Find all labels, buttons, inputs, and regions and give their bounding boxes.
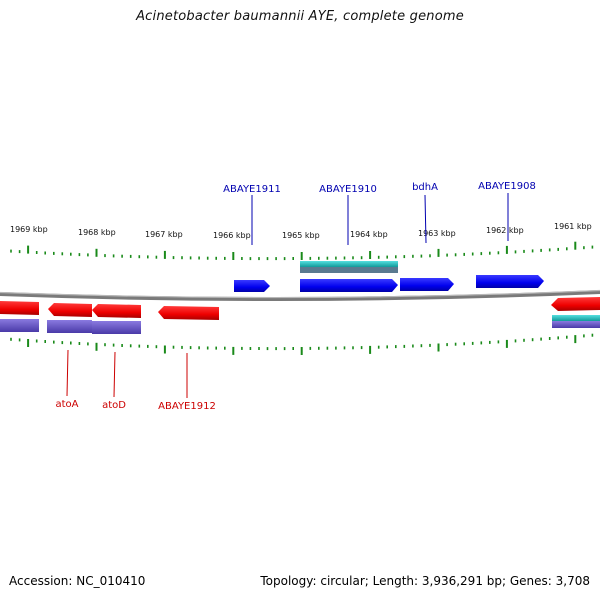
gene-abaye1910-arrow[interactable] — [300, 279, 398, 292]
gene-abaye1911-arrow[interactable] — [234, 280, 270, 292]
gene-label-abaye1911[interactable]: ABAYE1911 — [223, 184, 281, 195]
tick-label-1966: 1966 kbp — [213, 231, 251, 240]
gene-right-edge-arrow[interactable] — [551, 297, 600, 311]
gene-label-bdha[interactable]: bdhA — [412, 182, 438, 193]
tick-label-1967: 1967 kbp — [145, 230, 183, 239]
gene-label-abaye1910[interactable]: ABAYE1910 — [319, 184, 377, 195]
gene-atoa-arrow[interactable] — [48, 303, 92, 317]
gene-atod-arrow[interactable] — [92, 304, 141, 318]
gene-label-abaye1912[interactable]: ABAYE1912 — [158, 401, 216, 412]
leader-bdha — [424, 194, 427, 244]
tick-label-1964: 1964 kbp — [350, 230, 388, 239]
genome-backbone — [0, 290, 600, 302]
map-title: Acinetobacter baumannii AYE, complete ge… — [136, 9, 464, 24]
purple-feature-1 — [0, 319, 39, 332]
gene-left-edge-arrow[interactable] — [0, 301, 39, 315]
upper-scale-ruler — [10, 241, 594, 261]
gene-label-abaye1908[interactable]: ABAYE1908 — [478, 181, 536, 192]
leader-atod — [113, 351, 116, 398]
purple-feature-3 — [92, 321, 141, 334]
leader-atoa — [66, 349, 69, 397]
genome-summary-text: Topology: circular; Length: 3,936,291 bp… — [260, 574, 590, 588]
cyan-feature — [300, 261, 398, 267]
lower-scale-ruler — [10, 333, 594, 355]
gene-abaye1908-arrow[interactable] — [476, 275, 544, 288]
tick-label-1965: 1965 kbp — [282, 231, 320, 240]
accession-text: Accession: NC_010410 — [9, 574, 146, 588]
tick-label-1962: 1962 kbp — [486, 226, 524, 235]
purple-feature-right — [552, 321, 600, 328]
tick-label-1961: 1961 kbp — [554, 222, 592, 231]
gene-label-atoa[interactable]: atoA — [55, 399, 78, 410]
genome-backbone-highlight — [0, 289, 600, 299]
gene-label-atod[interactable]: atoD — [102, 400, 126, 411]
tick-label-1969: 1969 kbp — [10, 225, 48, 234]
slate-feature — [300, 267, 398, 273]
tick-label-1963: 1963 kbp — [418, 229, 456, 238]
gene-abaye1912-arrow[interactable] — [158, 306, 219, 320]
tick-label-1968: 1968 kbp — [78, 228, 116, 237]
gene-bdha-arrow[interactable] — [400, 278, 454, 291]
cyan-feature-right — [552, 315, 600, 321]
purple-feature-2 — [47, 320, 92, 333]
